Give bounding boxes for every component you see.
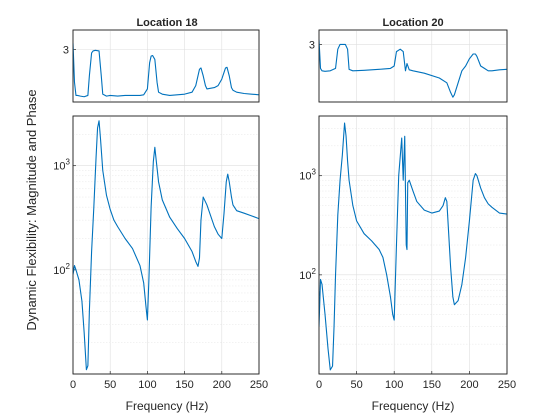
grid <box>73 30 259 102</box>
y-tick-label: 3 <box>63 45 69 57</box>
y-tick-label: 3 <box>309 39 315 51</box>
x-tick-label: 250 <box>498 379 516 391</box>
y-tick-label: 102 <box>53 262 70 277</box>
x-tick-label: 0 <box>70 379 76 391</box>
axes-frame <box>318 29 508 103</box>
series-line <box>319 39 507 98</box>
x-tick-label: 50 <box>104 379 116 391</box>
x-tick-label: 150 <box>423 379 441 391</box>
grid <box>73 116 259 374</box>
xlabel-location-18: Frequency (Hz) <box>126 399 209 413</box>
axes-frame <box>318 115 508 375</box>
y-tick-label: 102 <box>299 267 316 282</box>
x-tick-label: 200 <box>460 379 478 391</box>
series-line <box>73 43 259 98</box>
x-tick-label: 50 <box>350 379 362 391</box>
series-line <box>319 122 507 371</box>
magnitude-plot-location-20: Frequency (Hz) 0 50 100 150 200 250 102 103 <box>299 115 516 413</box>
x-tick-label: 200 <box>213 379 231 391</box>
x-tick-label: 100 <box>385 379 403 391</box>
x-tick-label: 100 <box>138 379 156 391</box>
axes-frame <box>72 29 260 103</box>
xlabel-location-20: Frequency (Hz) <box>372 399 455 413</box>
y-tick-label: 103 <box>299 168 316 183</box>
grid <box>319 116 507 374</box>
x-tick-label: 0 <box>316 379 322 391</box>
series-line <box>73 120 259 371</box>
phase-plot-location-18: Location 18 3 <box>63 17 260 103</box>
axes-frame <box>72 115 260 375</box>
plot-area <box>72 115 260 375</box>
plot-area <box>318 29 508 103</box>
chart-title-location-20: Location 20 <box>382 17 443 29</box>
x-tick-label: 250 <box>250 379 268 391</box>
magnitude-plot-location-18: Frequency (Hz) 0 50 100 150 200 250 102 103 <box>53 115 268 413</box>
grid <box>319 30 507 102</box>
plot-area <box>72 29 260 103</box>
y-tick-label: 103 <box>53 158 70 173</box>
phase-plot-location-20: Location 20 3 <box>309 17 508 103</box>
chart-title-location-18: Location 18 <box>136 17 197 29</box>
x-tick-label: 150 <box>175 379 193 391</box>
figure-ylabel: Dynamic Flexibility: Magnitude and Phase <box>24 89 39 330</box>
